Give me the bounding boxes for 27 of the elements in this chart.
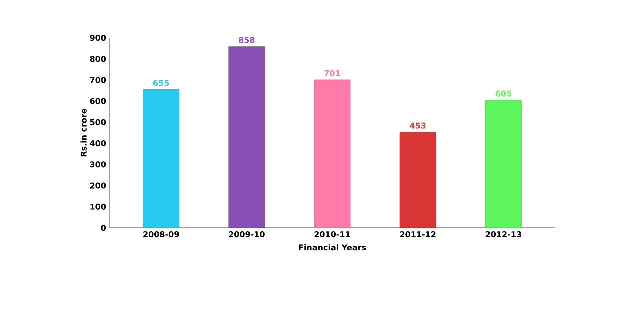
y-tick-label: 600 [90,98,106,104]
y-tick-label: 800 [90,56,106,62]
x-tick-label: 2010-11 [314,232,350,238]
bar [314,80,351,228]
y-tick-label: 700 [90,77,106,84]
y-tick-label: 200 [90,182,106,189]
x-tick-label: 2011-12 [400,232,436,238]
bar [485,100,522,228]
data-label: 701 [324,70,340,76]
y-tick-label: 500 [90,119,106,126]
y-tick-label: 400 [90,140,106,147]
bar [228,46,266,228]
x-tick-label: 2012-13 [486,232,522,238]
data-label: 858 [239,37,255,44]
x-tick-label: 2009-10 [229,232,265,238]
bar [400,132,436,228]
y-tick-label: 100 [90,204,106,210]
y-tick-label: 300 [90,162,106,168]
x-axis-title: Financial Years [299,244,366,251]
data-label: 655 [154,80,170,86]
x-tick-label: 2008-09 [144,232,180,238]
bar [143,90,180,228]
data-label: 453 [410,122,426,129]
data-label: 605 [496,90,512,97]
y-tick-label: 900 [90,34,106,42]
y-axis-title: Rs.in crore [80,109,87,157]
y-tick-label: 0 [101,224,106,232]
